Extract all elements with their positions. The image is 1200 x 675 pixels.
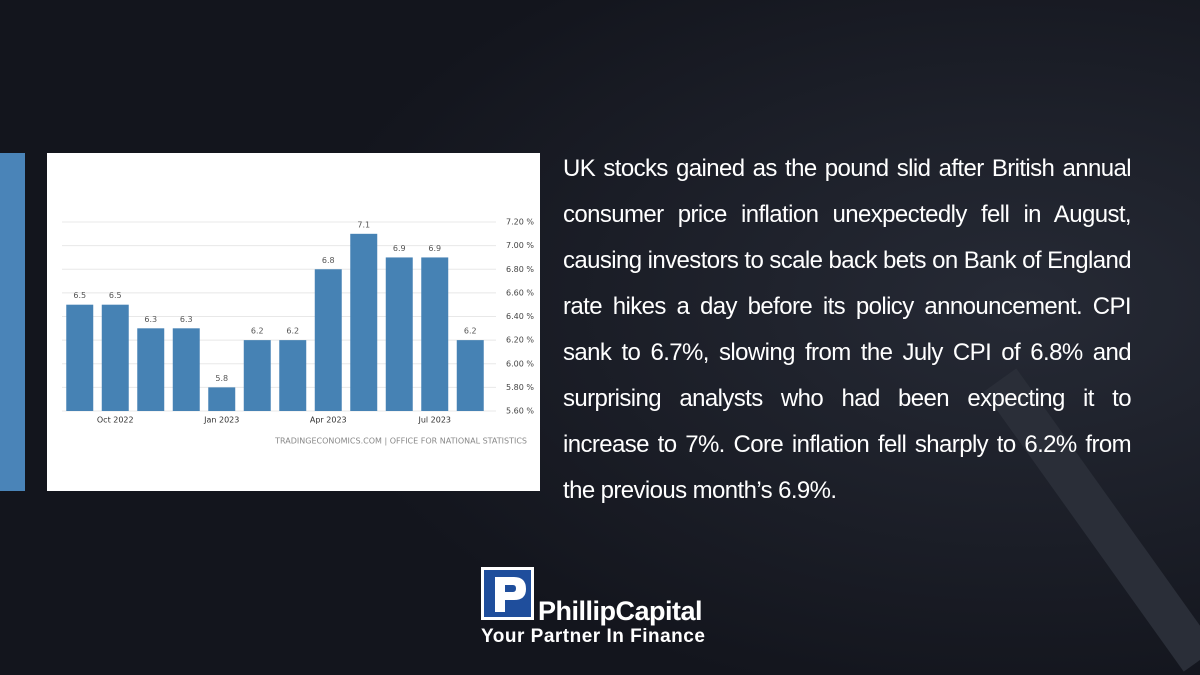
y-tick-label: 6.00 %	[506, 359, 534, 368]
logo-tagline: Your Partner In Finance	[481, 626, 706, 647]
logo-name: PhillipCapital	[538, 596, 703, 626]
accent-strip	[0, 153, 25, 491]
bar	[456, 340, 484, 411]
bar	[137, 328, 165, 411]
x-tick-label: Jan 2023	[203, 416, 239, 425]
x-tick-label: Jul 2023	[417, 416, 451, 425]
bar	[208, 387, 236, 411]
x-tick-label: Oct 2022	[97, 416, 134, 425]
bar	[385, 257, 413, 411]
bar	[66, 304, 94, 411]
bar	[421, 257, 449, 411]
x-tick-label: Apr 2023	[310, 416, 347, 425]
value-label: 6.2	[286, 327, 299, 336]
value-label: 6.9	[428, 244, 441, 253]
bar	[279, 340, 307, 411]
value-label: 7.1	[357, 220, 370, 229]
y-tick-label: 7.20 %	[506, 218, 534, 227]
bar	[350, 233, 378, 411]
decor-stroke	[983, 368, 1200, 672]
bar	[172, 328, 200, 411]
logo-glyph	[495, 577, 526, 612]
paragraph: UK stocks gained as the pound slid after…	[563, 155, 1132, 504]
value-label: 6.5	[73, 291, 86, 300]
y-tick-label: 5.80 %	[506, 383, 534, 392]
y-tick-label: 7.00 %	[506, 241, 534, 250]
y-tick-label: 6.20 %	[506, 336, 534, 345]
value-label: 5.8	[215, 374, 228, 383]
bar	[101, 304, 129, 411]
value-label: 6.8	[322, 256, 335, 265]
y-tick-label: 6.80 %	[506, 265, 534, 274]
bar	[314, 269, 342, 411]
value-label: 6.5	[109, 291, 122, 300]
y-tick-label: 6.40 %	[506, 312, 534, 321]
value-label: 6.3	[144, 315, 157, 324]
y-tick-label: 5.60 %	[506, 407, 534, 416]
chart-source: TRADINGECONOMICS.COM | OFFICE FOR NATION…	[274, 437, 527, 446]
value-label: 6.3	[180, 315, 193, 324]
value-label: 6.2	[251, 327, 264, 336]
value-label: 6.2	[464, 327, 477, 336]
chart-panel	[47, 153, 540, 491]
bar	[243, 340, 271, 411]
y-tick-label: 6.60 %	[506, 288, 534, 297]
value-label: 6.9	[393, 244, 406, 253]
